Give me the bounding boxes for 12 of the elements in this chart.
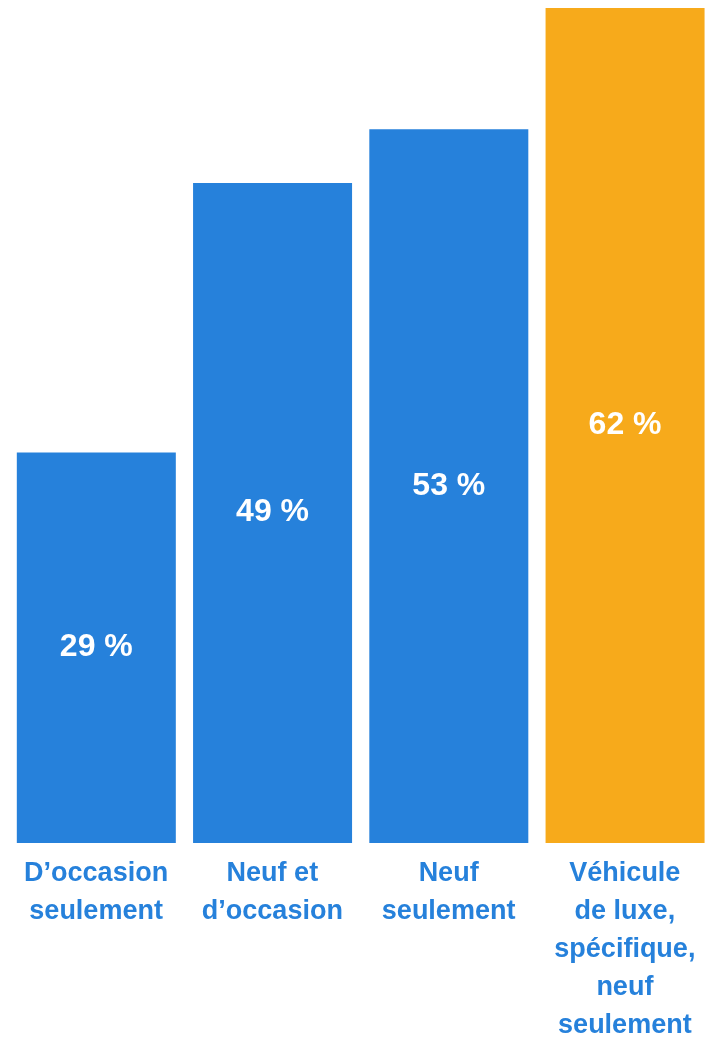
bar — [193, 183, 353, 843]
data-label: 62 % — [588, 404, 662, 441]
bar — [545, 8, 705, 843]
bar — [369, 129, 529, 843]
data-label: 49 % — [236, 492, 310, 529]
x-tick-label: Neuf seulement — [381, 857, 516, 925]
x-tick-label: Véhicule de luxe, spécifique, neuf seulement — [554, 857, 696, 1039]
x-tick-label: D’occasion seulement — [24, 857, 169, 925]
data-label: 29 % — [59, 627, 133, 664]
x-tick-label: Neuf et d’occasion — [201, 857, 343, 925]
data-label: 53 % — [412, 465, 486, 502]
bar — [16, 452, 176, 843]
